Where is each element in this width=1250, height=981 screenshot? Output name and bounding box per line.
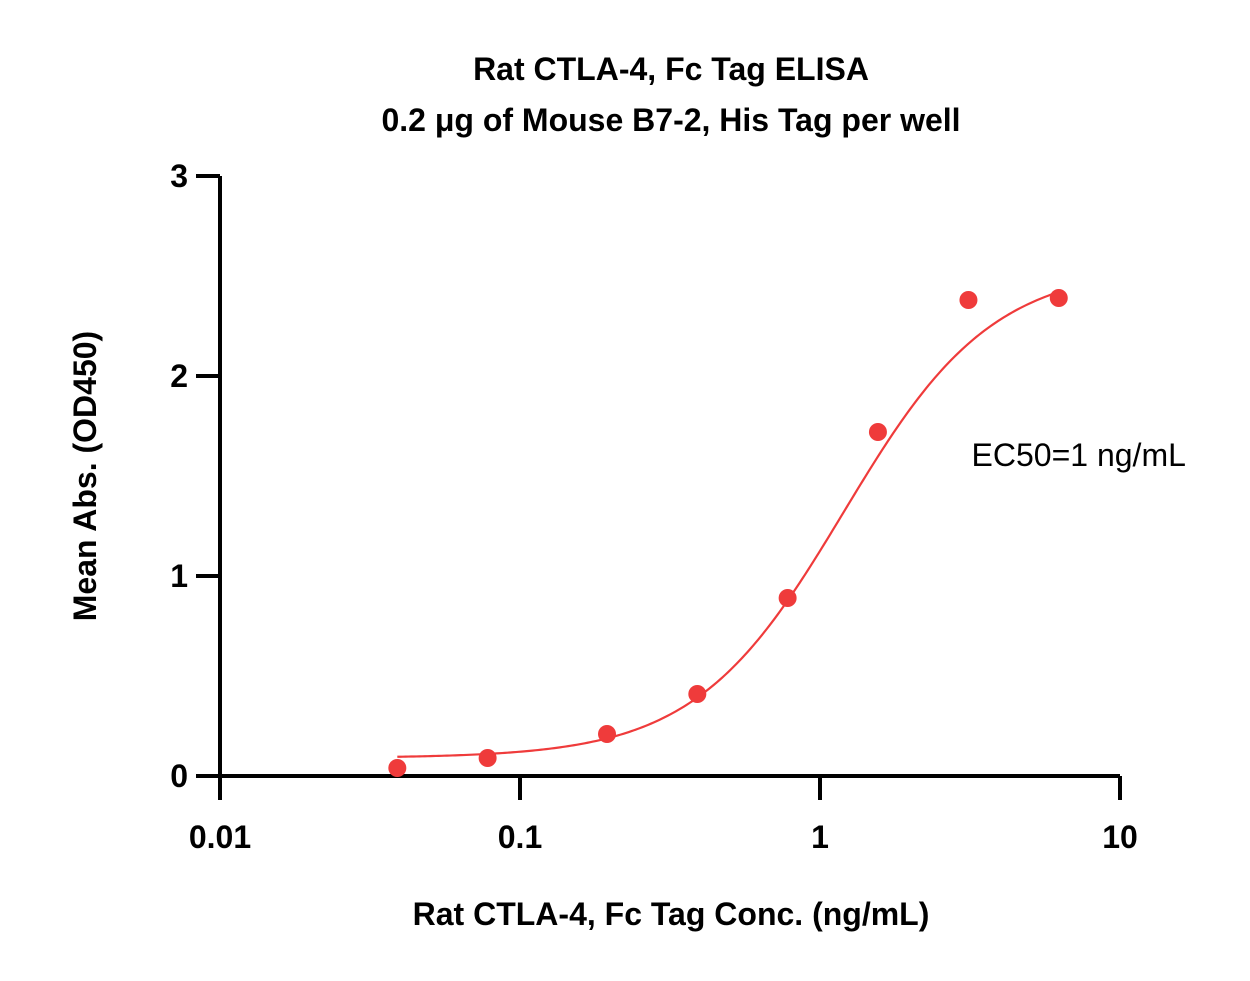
y-tick-label: 1 bbox=[170, 558, 188, 594]
data-point bbox=[959, 291, 978, 309]
y-tick-label: 0 bbox=[170, 758, 188, 794]
data-point bbox=[598, 725, 617, 743]
chart-title: Rat CTLA-4, Fc Tag ELISA bbox=[473, 51, 869, 87]
x-tick-label: 1 bbox=[811, 819, 829, 855]
data-point bbox=[688, 685, 707, 703]
data-point bbox=[478, 749, 497, 767]
x-tick-label: 0.1 bbox=[498, 819, 542, 855]
x-tick-label: 10 bbox=[1102, 819, 1138, 855]
y-tick-label: 3 bbox=[170, 158, 188, 194]
data-point bbox=[388, 759, 407, 777]
data-point bbox=[778, 589, 797, 607]
x-axis-title: Rat CTLA-4, Fc Tag Conc. (ng/mL) bbox=[413, 896, 930, 932]
chart-subtitle: 0.2 μg of Mouse B7-2, His Tag per well bbox=[381, 102, 960, 138]
ec50-annotation: EC50=1 ng/mL bbox=[972, 437, 1186, 473]
fit-curve bbox=[397, 290, 1060, 758]
y-axis-title: Mean Abs. (OD450) bbox=[67, 331, 103, 621]
data-point bbox=[1049, 289, 1068, 307]
y-ticks: 0 1 2 3 bbox=[170, 158, 220, 794]
x-ticks: 0.01 0.1 1 10 bbox=[189, 776, 1138, 855]
y-tick-label: 2 bbox=[170, 358, 188, 394]
axes bbox=[218, 176, 1120, 778]
x-tick-label: 0.01 bbox=[189, 819, 251, 855]
data-points bbox=[388, 289, 1068, 777]
data-point bbox=[868, 423, 887, 441]
